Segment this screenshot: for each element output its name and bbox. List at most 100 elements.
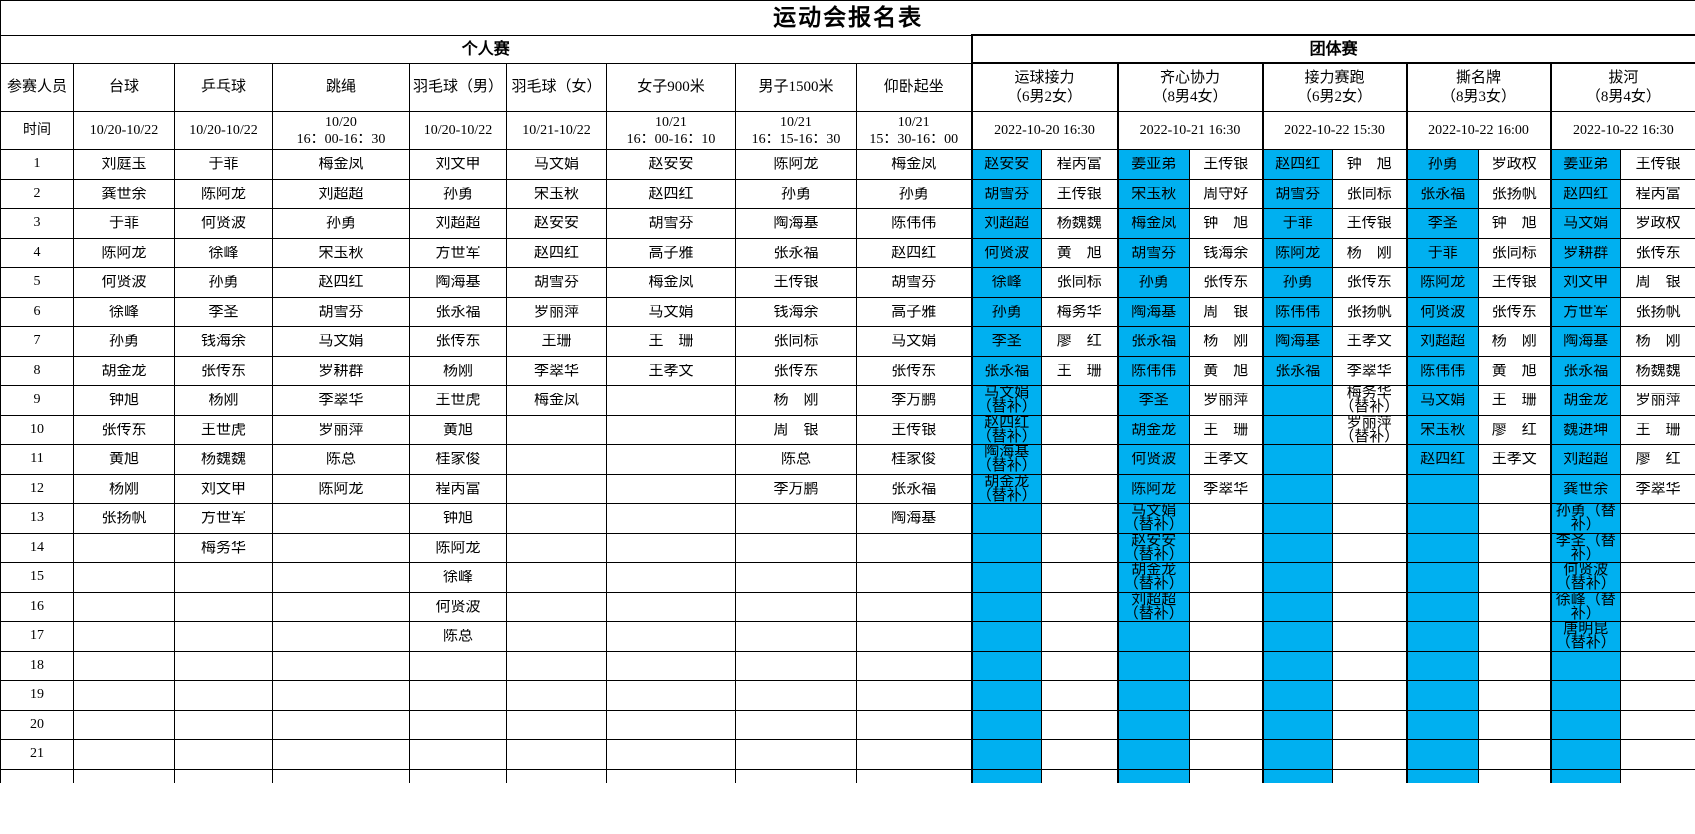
- row-number: 1: [0, 149, 74, 180]
- team-second-cell: [1619, 709, 1695, 740]
- team-second-cell-text: 罗丽萍: [1203, 393, 1249, 408]
- player-cell: [174, 562, 273, 593]
- player-cell: 张同标: [735, 326, 857, 357]
- team-second-cell: [1189, 562, 1263, 593]
- row-number: 18: [0, 650, 74, 681]
- team-second-cell-text: 黄 旭: [1203, 363, 1249, 378]
- row-number: [0, 768, 74, 783]
- team-main-cell-text: 何贤波: [1131, 452, 1177, 467]
- team-main-cell-text: 刘超超: [1563, 452, 1609, 467]
- team-second-cell-text: 黄 旭: [1056, 245, 1102, 260]
- player-cell: [506, 621, 607, 652]
- team-second-cell: 张传东: [1189, 267, 1263, 298]
- player-cell-text: 陶海基: [891, 511, 937, 526]
- row-number-text: 1: [33, 157, 41, 172]
- player-cell: 孙勇: [174, 267, 273, 298]
- player-cell: [506, 414, 607, 445]
- corner-time-text: 时间: [23, 123, 51, 138]
- event-header-text: 仰卧起坐: [883, 78, 944, 95]
- team-main-cell-text: 陈伟伟: [1131, 363, 1177, 378]
- player-cell-text: 程丙富: [435, 481, 481, 496]
- player-cell: 王世虎: [409, 385, 507, 416]
- team-second-cell: [1332, 621, 1407, 652]
- event-time-text: 10/21 15：30-16：00: [869, 114, 959, 147]
- team-second-cell-text: 钟 旭: [1203, 216, 1249, 231]
- player-cell: 宋玉秋: [506, 178, 607, 209]
- team-second-cell-text: 张同标: [1346, 186, 1392, 201]
- team-main-cell: [970, 562, 1042, 593]
- player-cell: 罗丽萍: [272, 414, 410, 445]
- event-header-text: 台球: [108, 78, 139, 95]
- player-cell-text: 龚世余: [101, 186, 147, 201]
- team-main-cell-text: 刘超超: [984, 216, 1030, 231]
- team-main-cell-text: 张永福: [1563, 363, 1609, 378]
- player-cell-text: 孙勇: [208, 275, 239, 290]
- team-main-cell-text: 张永福: [1275, 363, 1321, 378]
- team-main-cell: 陶海基: [1261, 326, 1333, 357]
- player-cell: [735, 562, 857, 593]
- row-number: 16: [0, 591, 74, 622]
- player-cell: 张传东: [735, 355, 857, 386]
- event-header: 男子1500米: [735, 62, 857, 112]
- row-number: 19: [0, 680, 74, 711]
- player-cell: 王世虎: [174, 414, 273, 445]
- team-main-cell: [970, 591, 1042, 622]
- row-number: 12: [0, 473, 74, 504]
- team-second-cell: 王孝文: [1478, 444, 1551, 475]
- player-cell: 胡雪芬: [272, 296, 410, 327]
- team-second-cell: 张传东: [1478, 296, 1551, 327]
- player-cell: 孙勇: [272, 208, 410, 239]
- player-cell-text: 胡雪芬: [891, 275, 937, 290]
- team-main-cell: [970, 709, 1042, 740]
- event-time: 10/20-10/22: [73, 111, 175, 150]
- team-main-cell: 宋玉秋: [1116, 178, 1190, 209]
- player-cell-text: 马文娟: [891, 334, 937, 349]
- team-second-cell-text: 周 银: [1203, 304, 1249, 319]
- team-main-cell-text: 马文娟（替补）: [1123, 504, 1184, 533]
- player-cell-text: 杨刚: [442, 363, 473, 378]
- player-cell: [73, 739, 175, 770]
- team-main-cell: [1261, 680, 1333, 711]
- player-cell: 黄旭: [409, 414, 507, 445]
- player-cell-text: 梅金凤: [891, 157, 937, 172]
- player-cell: 陈总: [272, 444, 410, 475]
- player-cell: [272, 562, 410, 593]
- team-main-cell: 李圣（替补）: [1549, 532, 1621, 563]
- player-cell-text: 杨刚: [208, 393, 239, 408]
- team-main-cell: 姜亚弟: [1116, 149, 1190, 180]
- player-cell: [272, 680, 410, 711]
- corner-participants: 参赛人员: [0, 62, 74, 112]
- player-cell: [606, 385, 736, 416]
- team-second-cell: 罗丽萍: [1189, 385, 1263, 416]
- player-cell: [606, 621, 736, 652]
- team-second-cell-text: 程丙富: [1056, 157, 1102, 172]
- player-cell-text: 王世虎: [435, 393, 481, 408]
- team-main-cell: 陶海基: [1116, 296, 1190, 327]
- team-second-cell: [1478, 503, 1551, 534]
- player-cell: 梅务华: [174, 532, 273, 563]
- team-second-cell-text: 周 银: [1635, 275, 1681, 290]
- row-number: 4: [0, 237, 74, 268]
- team-main-cell-text: 赵安安（替补）: [1123, 533, 1184, 562]
- player-cell-text: 钱海余: [200, 334, 246, 349]
- player-cell: 张传东: [174, 355, 273, 386]
- player-cell: [73, 709, 175, 740]
- team-second-cell: 钟 旭: [1478, 208, 1551, 239]
- player-cell: 刘超超: [409, 208, 507, 239]
- team-main-cell-text: 张永福: [1420, 186, 1466, 201]
- team-main-cell: [1261, 532, 1333, 563]
- team-main-cell: [1261, 650, 1333, 681]
- event-header: 跳绳: [272, 62, 410, 112]
- row-number: 15: [0, 562, 74, 593]
- team-main-cell: 胡金龙: [1549, 385, 1621, 416]
- player-cell-text: 罗丽萍: [318, 422, 364, 437]
- team-main-cell: 胡雪芬: [1261, 178, 1333, 209]
- team-second-cell: 王 珊: [1041, 355, 1118, 386]
- team-main-cell-text: 何贤波: [1420, 304, 1466, 319]
- player-cell: 李翠华: [506, 355, 607, 386]
- team-second-cell: [1619, 739, 1695, 770]
- team-main-cell: 徐峰（替补）: [1549, 591, 1621, 622]
- player-cell: 陶海基: [409, 267, 507, 298]
- player-cell: 陈阿龙: [272, 473, 410, 504]
- team-main-cell: 张永福: [1116, 326, 1190, 357]
